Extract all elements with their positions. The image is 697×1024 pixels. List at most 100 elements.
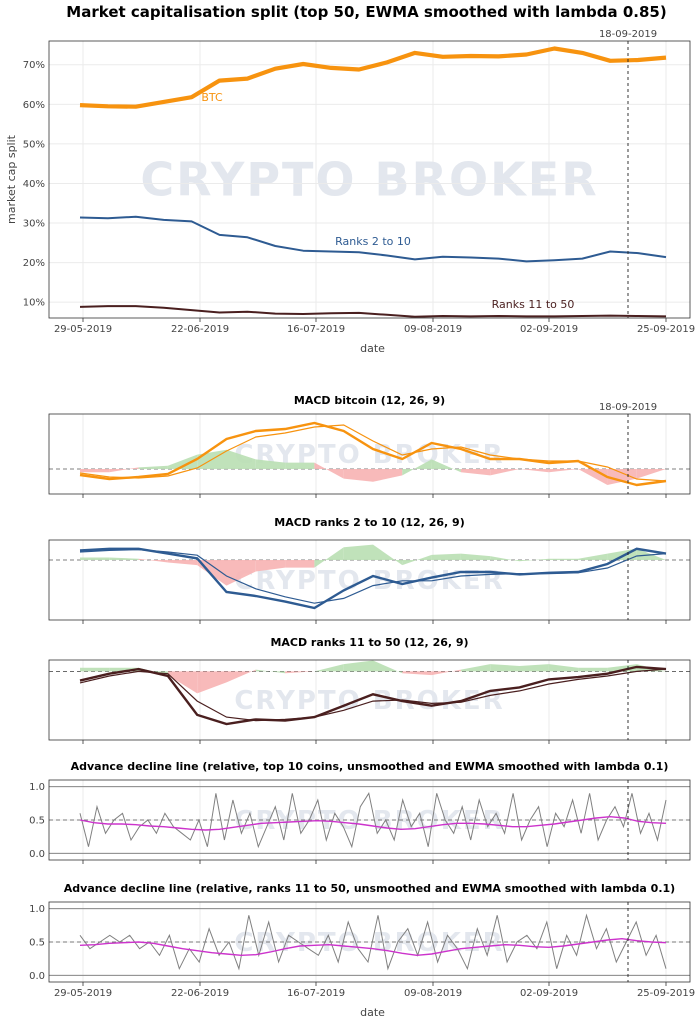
x-axis-label: date	[360, 1006, 385, 1019]
chart-title: MACD bitcoin (12, 26, 9)	[294, 394, 445, 407]
histogram-segment	[109, 467, 139, 473]
series-line-2	[79, 305, 667, 318]
histogram-segment	[431, 553, 461, 560]
ewma-line	[79, 937, 667, 957]
histogram-segment	[285, 462, 315, 469]
histogram-segment	[548, 558, 579, 560]
panel-frame	[48, 413, 691, 495]
histogram-segment	[519, 664, 549, 672]
histogram-segment	[460, 553, 491, 560]
y-tick-label: 1.0	[29, 782, 45, 793]
y-tick-label: 60%	[23, 100, 45, 111]
macd-line	[79, 547, 667, 610]
x-tick-label: 29-05-2019	[54, 988, 112, 999]
histogram-segment	[167, 454, 198, 469]
histogram-segment	[548, 664, 579, 672]
histogram-segment	[519, 469, 549, 473]
y-axis-label: market cap split	[5, 134, 18, 224]
chart-panel-2: CRYPTO BROKER MACD ranks 2 to 10 (12, 26,…	[48, 516, 691, 624]
macd-line	[79, 421, 667, 487]
histogram-segment	[431, 459, 461, 473]
watermark-text: CRYPTO BROKER	[234, 566, 504, 596]
histogram-segment	[255, 459, 286, 469]
histogram-segment	[314, 462, 344, 479]
histogram-segment	[373, 544, 403, 566]
histogram-segment	[519, 558, 549, 562]
chart-title: Market capitalisation split (top 50, EWM…	[66, 3, 666, 21]
histogram-segment	[578, 553, 608, 560]
signal-line	[79, 668, 667, 722]
y-tick-label: 40%	[23, 179, 45, 190]
y-tick-label: 30%	[23, 219, 45, 230]
histogram-segment	[255, 560, 286, 572]
series-line-0	[79, 46, 667, 109]
histogram-segment	[138, 465, 168, 469]
histogram-segment	[285, 671, 315, 674]
x-tick-label: 02-09-2019	[520, 988, 578, 999]
histogram-segment	[314, 547, 344, 568]
x-tick-label: 22-06-2019	[171, 988, 229, 999]
macd-line	[79, 665, 667, 726]
watermark-text: CRYPTO BROKER	[234, 806, 504, 836]
x-tick-label: 25-09-2019	[637, 988, 695, 999]
histogram-segment	[255, 669, 286, 674]
histogram-segment	[578, 469, 608, 485]
histogram-segment	[431, 669, 461, 676]
histogram-segment	[138, 558, 168, 563]
histogram-segment	[402, 459, 432, 476]
chart-panel-4: CRYPTO BROKER Advance decline line (relat…	[29, 760, 691, 864]
marker-label: 18-09-2019	[599, 29, 657, 40]
histogram-segment	[607, 469, 637, 485]
histogram-segment	[109, 557, 139, 560]
x-tick-label: 09-08-2019	[404, 324, 462, 335]
unsmoothed-line	[79, 913, 667, 971]
y-tick-label: 0.0	[29, 849, 45, 860]
x-tick-label: 16-07-2019	[287, 988, 345, 999]
histogram-segment	[490, 469, 520, 476]
histogram-segment	[490, 556, 520, 562]
x-tick-label: 25-09-2019	[637, 324, 695, 335]
histogram-segment	[460, 664, 491, 672]
histogram-segment	[80, 557, 110, 560]
panel-frame	[48, 779, 691, 861]
panel-frame	[48, 659, 691, 741]
histogram-segment	[314, 664, 344, 672]
series-label-btc: BTC	[201, 91, 223, 104]
y-tick-label: 20%	[23, 258, 45, 269]
histogram-segment	[226, 449, 256, 469]
histogram-segment	[402, 554, 432, 566]
panel-frame	[48, 40, 691, 319]
x-tick-label: 02-09-2019	[520, 324, 578, 335]
histogram-segment	[226, 669, 256, 683]
histogram-segment	[548, 469, 579, 473]
series-label-ranks-2-10: Ranks 2 to 10	[335, 235, 411, 248]
ewma-line	[79, 815, 667, 831]
chart-title: MACD ranks 11 to 50 (12, 26, 9)	[270, 636, 468, 649]
histogram-segment	[373, 469, 403, 482]
chart-title: Advance decline line (relative, ranks 11…	[64, 882, 675, 895]
histogram-segment	[490, 664, 520, 672]
watermark-text: CRYPTO BROKER	[234, 928, 504, 958]
panel-frame	[48, 901, 691, 983]
histogram-segment	[343, 544, 373, 560]
histogram-segment	[578, 667, 608, 672]
x-tick-label: 29-05-2019	[54, 324, 112, 335]
histogram-segment	[80, 469, 110, 473]
x-tick-label: 09-08-2019	[404, 988, 462, 999]
chart-panel-5: CRYPTO BROKER Advance decline line (relat…	[29, 882, 695, 1019]
histogram-segment	[197, 671, 227, 694]
histogram-segment	[636, 469, 666, 479]
histogram-segment	[373, 660, 403, 674]
chart-title: Advance decline line (relative, top 10 c…	[71, 760, 669, 773]
y-tick-label: 0.5	[29, 938, 45, 949]
y-tick-label: 0.5	[29, 816, 45, 827]
chart-panel-0: CRYPTO BROKER Market capitalisation split…	[5, 3, 695, 355]
y-tick-label: 50%	[23, 139, 45, 150]
y-tick-label: 70%	[23, 60, 45, 71]
histogram-segment	[402, 671, 432, 676]
x-tick-label: 22-06-2019	[171, 324, 229, 335]
y-tick-label: 10%	[23, 298, 45, 309]
